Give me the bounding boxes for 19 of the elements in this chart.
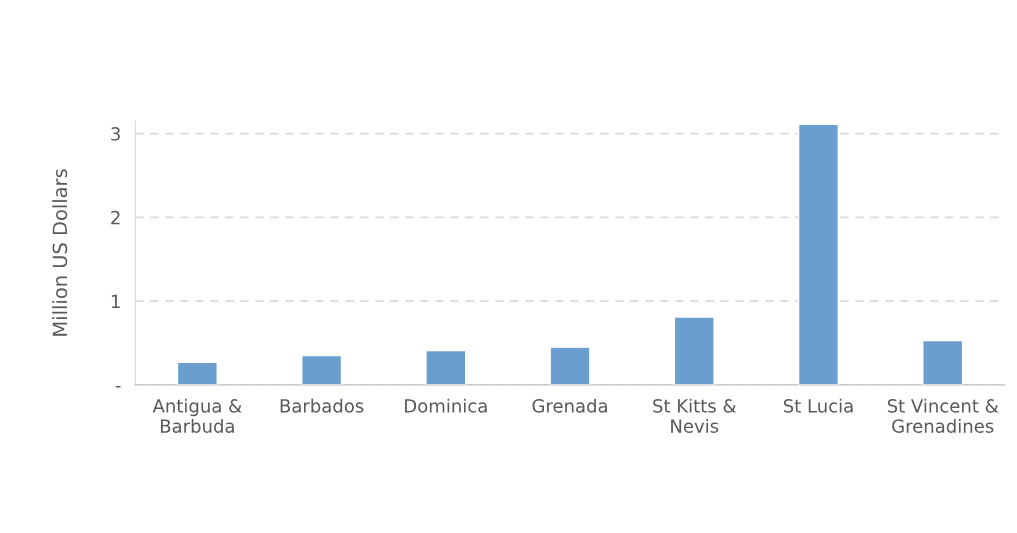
bar bbox=[301, 354, 343, 385]
bar bbox=[176, 361, 218, 385]
bar bbox=[673, 316, 715, 385]
x-tick-label: Grenada bbox=[532, 398, 607, 413]
x-tick-label: Antigua & Barbuda bbox=[152, 398, 242, 433]
bar bbox=[425, 349, 467, 385]
x-tick-label: St Vincent & Grenadines bbox=[887, 398, 999, 433]
x-tick-label: St Kitts & Nevis bbox=[653, 398, 736, 433]
y-tick-label: 1 bbox=[111, 294, 120, 308]
x-tick-label: St Lucia bbox=[783, 398, 853, 413]
x-tick-label: Barbados bbox=[280, 398, 364, 413]
bar bbox=[797, 123, 840, 385]
x-tick-label: Dominica bbox=[405, 398, 487, 413]
y-tick-label: 2 bbox=[111, 210, 120, 225]
bar bbox=[549, 346, 591, 385]
y-tick-label: 3 bbox=[111, 127, 120, 141]
y-tick-label: - bbox=[115, 386, 121, 388]
y-axis-title: Million US Dollars bbox=[52, 169, 68, 336]
bar bbox=[922, 339, 964, 385]
